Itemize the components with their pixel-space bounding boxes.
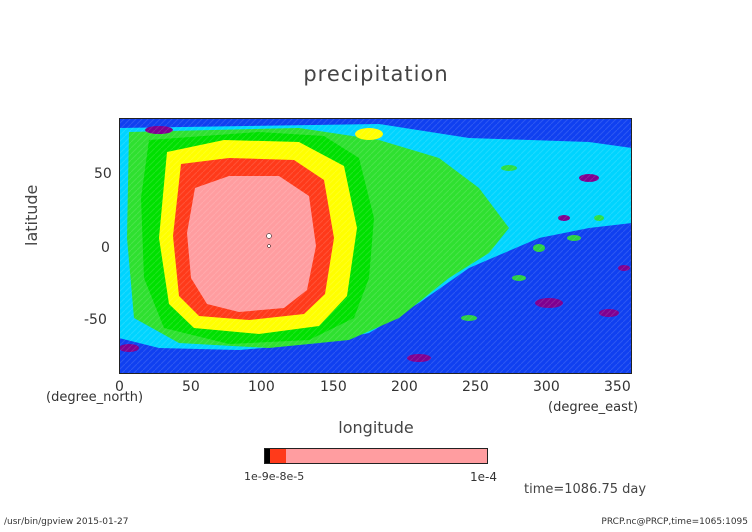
x-tick-label: 300 <box>533 379 560 395</box>
y-axis-label: latitude <box>22 184 41 246</box>
footer-left: /usr/bin/gpview 2015-01-27 <box>4 517 129 527</box>
x-tick-label: 50 <box>182 379 200 395</box>
x-tick-label: 0 <box>115 379 124 395</box>
y-tick-label: 0 <box>101 240 110 256</box>
footer-right: PRCP.nc@PRCP,time=1065:1095 <box>601 517 748 527</box>
x-tick-label: 100 <box>248 379 275 395</box>
x-tick-label: 200 <box>391 379 418 395</box>
y-tick-label: 50 <box>94 166 112 182</box>
time-label: time=1086.75 day <box>524 482 647 497</box>
precip-heatmap <box>119 118 632 374</box>
colorbar <box>264 448 488 464</box>
x-axis-label: longitude <box>338 418 414 437</box>
x-tick-label: 150 <box>320 379 347 395</box>
colorbar-tick-label: 1e-4 <box>470 470 497 484</box>
chart-title: precipitation <box>303 62 449 86</box>
x-tick-label: 350 <box>604 379 631 395</box>
y-axis-unit: (degree_north) <box>46 390 144 405</box>
colorbar-overlap-label: 1e-9e-8e-5 <box>244 470 305 483</box>
x-axis-unit: (degree_east) <box>548 400 639 415</box>
y-tick-label: -50 <box>84 312 107 328</box>
x-tick-label: 250 <box>462 379 489 395</box>
